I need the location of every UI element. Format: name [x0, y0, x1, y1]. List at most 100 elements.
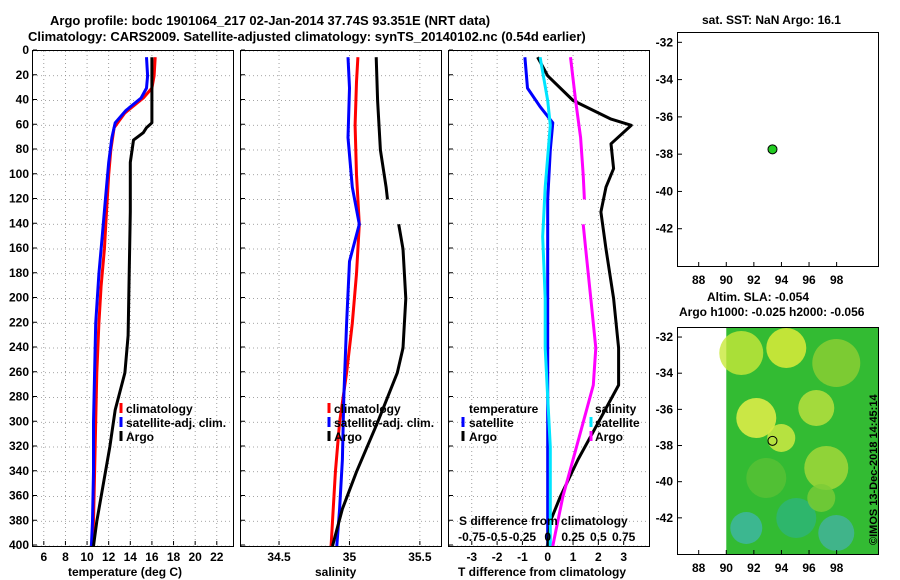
series-line-satellite-adj-clim- [89, 57, 150, 546]
series-line-salinity-satellite [538, 56, 552, 546]
argo-location-marker [767, 435, 778, 446]
sla-blob [818, 515, 855, 551]
sst-title: sat. SST: NaN Argo: 16.1 [702, 13, 841, 27]
secondary-tick-label: 0 [544, 530, 551, 544]
map-y-tick-label: -36 [656, 402, 674, 416]
y-tick-label: 300 [9, 414, 29, 428]
secondary-tick-label: 0.75 [612, 530, 636, 544]
y-tick-label: 160 [9, 241, 29, 255]
x-tick-label: 18 [167, 550, 181, 564]
legend-label: Argo [469, 430, 497, 444]
sla-blob [812, 339, 861, 387]
sla-blob [807, 484, 836, 512]
x-tick-label: 35 [343, 550, 357, 564]
temperature-axis-label: temperature (deg C) [68, 565, 183, 579]
sst-map-plot [678, 41, 838, 266]
y-tick-label: 20 [16, 68, 30, 82]
sla-blob [736, 398, 777, 438]
map-x-tick-label: 98 [830, 561, 844, 575]
y-tick-label: 140 [9, 216, 29, 230]
sla-blob [766, 328, 807, 368]
map-y-tick-label: -40 [656, 475, 674, 489]
map-x-tick-label: 88 [692, 561, 706, 575]
x-tick-label: 8 [62, 550, 69, 564]
map-y-tick-label: -38 [656, 147, 674, 161]
page-subtitle: Climatology: CARS2009. Satellite-adjuste… [28, 29, 586, 44]
map-y-tick-label: -32 [656, 35, 674, 49]
y-tick-label: 200 [9, 291, 29, 305]
temperature-panel: climatology satellite-adj. clim. Argo [32, 50, 234, 547]
y-tick-label: 180 [9, 266, 29, 280]
x-tick-label: 35.5 [408, 550, 432, 564]
sla-blob [746, 458, 787, 498]
x-tick-label: -3 [466, 550, 477, 564]
y-tick-label: 340 [9, 464, 29, 478]
series-line-salinity-argo [569, 57, 586, 200]
y-tick-label: 380 [9, 513, 29, 527]
map-y-tick-label: -32 [656, 330, 674, 344]
legend-label: Argo [595, 430, 623, 444]
y-tick-label: 240 [9, 340, 29, 354]
map-x-tick-label: 98 [830, 273, 844, 287]
x-tick-label: 14 [124, 550, 138, 564]
secondary-tick-label: 0.5 [590, 530, 607, 544]
x-tick-label: 6 [40, 550, 47, 564]
sla-map-plot [678, 328, 878, 554]
x-tick-label: 0 [544, 550, 551, 564]
difference-plot: temperaturesatelliteArgosalinitysatellit… [449, 51, 649, 546]
sla-blob [719, 331, 764, 375]
sla-blob [730, 512, 763, 544]
y-tick-label: 280 [9, 390, 29, 404]
imos-timestamp: ©IMOS 13-Dec-2018 14:45:14 [868, 394, 880, 545]
legend-label: satellite-adj. clim. [126, 416, 226, 430]
x-tick-label: -2 [492, 550, 503, 564]
map-x-tick-label: 92 [747, 561, 761, 575]
x-tick-label: 2 [595, 550, 602, 564]
x-tick-label: 12 [102, 550, 116, 564]
map-x-tick-label: 94 [775, 273, 789, 287]
map-x-tick-label: 96 [802, 561, 816, 575]
difference-axis-label: T difference from climatology [458, 565, 627, 579]
sla-blob [798, 390, 835, 426]
legend-label: climatology [126, 402, 193, 416]
sla-blob [767, 424, 796, 452]
sla-heatmap [719, 328, 878, 554]
legend-label: Argo [334, 430, 362, 444]
map-y-tick-label: -42 [656, 511, 674, 525]
series-line-argo-deep [331, 224, 408, 546]
legend-heading: salinity [595, 402, 637, 416]
map-y-tick-label: -42 [656, 222, 674, 236]
map-y-tick-label: -36 [656, 110, 674, 124]
x-tick-label: -1 [517, 550, 528, 564]
series-line-temperature-satellite [523, 57, 555, 546]
salinity-panel: climatology satellite-adj. clim. Argo [240, 50, 442, 547]
y-tick-label: 60 [16, 117, 30, 131]
legend-label: Argo [126, 430, 154, 444]
sst-map-panel [677, 32, 879, 267]
x-tick-label: 3 [620, 550, 627, 564]
sla-subtitle: Argo h1000: -0.025 h2000: -0.056 [679, 305, 865, 319]
series-line-temperature-argo [536, 56, 633, 546]
map-y-tick-label: -34 [656, 73, 674, 87]
x-tick-label: 34.5 [267, 550, 291, 564]
y-tick-label: 100 [9, 167, 29, 181]
difference-panel: temperature satellite Argo salinity satellit… [448, 50, 650, 547]
y-tick-label: 320 [9, 439, 29, 453]
series-line-climatology [91, 57, 157, 546]
x-tick-label: 16 [145, 550, 159, 564]
x-tick-label: 22 [210, 550, 224, 564]
series-line-climatology [329, 57, 361, 546]
y-tick-label: 40 [16, 93, 30, 107]
secondary-tick-label: -0.25 [509, 530, 537, 544]
map-y-tick-label: -40 [656, 184, 674, 198]
y-tick-label: 120 [9, 192, 29, 206]
y-tick-label: 360 [9, 489, 29, 503]
legend-label: satellite-adj. clim. [334, 416, 434, 430]
page-title: Argo profile: bodc 1901064_217 02-Jan-20… [50, 13, 491, 28]
sla-blob [776, 498, 817, 538]
sla-title: Altim. SLA: -0.054 [707, 290, 810, 304]
x-tick-label: 1 [570, 550, 577, 564]
